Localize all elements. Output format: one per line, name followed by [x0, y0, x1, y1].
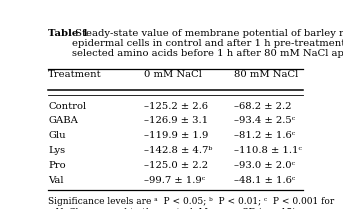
Text: 80 mM NaCl: 80 mM NaCl — [234, 70, 298, 79]
Text: Treatment: Treatment — [48, 70, 102, 79]
Text: Pro: Pro — [48, 161, 66, 170]
Text: Control: Control — [48, 102, 86, 111]
Text: –68.2 ± 2.2: –68.2 ± 2.2 — [234, 102, 292, 111]
Text: –126.9 ± 3.1: –126.9 ± 3.1 — [144, 116, 208, 125]
Text: –93.0 ± 2.0ᶜ: –93.0 ± 2.0ᶜ — [234, 161, 295, 170]
Text: –93.4 ± 2.5ᶜ: –93.4 ± 2.5ᶜ — [234, 116, 295, 125]
Text: Steady-state value of membrane potential of barley root
epidermal cells in contr: Steady-state value of membrane potential… — [72, 29, 343, 59]
Text: Significance levels are ᵃ  P < 0.05; ᵇ  P < 0.01; ᶜ  P < 0.001 for
±NaCl compare: Significance levels are ᵃ P < 0.05; ᵇ P … — [48, 197, 334, 209]
Text: 0 mM NaCl: 0 mM NaCl — [144, 70, 202, 79]
Text: Table 1: Table 1 — [48, 29, 89, 38]
Text: –81.2 ± 1.6ᶜ: –81.2 ± 1.6ᶜ — [234, 131, 295, 140]
Text: –99.7 ± 1.9ᶜ: –99.7 ± 1.9ᶜ — [144, 176, 205, 185]
Text: –119.9 ± 1.9: –119.9 ± 1.9 — [144, 131, 208, 140]
Text: Glu: Glu — [48, 131, 66, 140]
Text: Val: Val — [48, 176, 64, 185]
Text: –48.1 ± 1.6ᶜ: –48.1 ± 1.6ᶜ — [234, 176, 296, 185]
Text: GABA: GABA — [48, 116, 78, 125]
Text: –125.2 ± 2.6: –125.2 ± 2.6 — [144, 102, 208, 111]
Text: Lys: Lys — [48, 147, 65, 155]
Text: –110.8 ± 1.1ᶜ: –110.8 ± 1.1ᶜ — [234, 147, 302, 155]
Text: –142.8 ± 4.7ᵇ: –142.8 ± 4.7ᵇ — [144, 147, 212, 155]
Text: –125.0 ± 2.2: –125.0 ± 2.2 — [144, 161, 208, 170]
